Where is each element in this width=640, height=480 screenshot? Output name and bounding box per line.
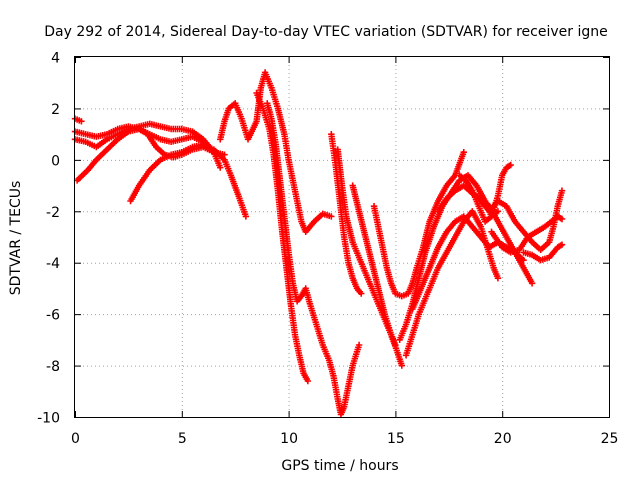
grid-lines	[75, 57, 609, 417]
y-axis-label: SDTVAR / TECUs	[8, 181, 24, 296]
data-series	[71, 69, 566, 418]
x-tick-labels: 0 5 10 15 20 25	[71, 431, 618, 447]
data-point	[558, 241, 566, 248]
y-tick-label: 0	[51, 153, 60, 169]
y-tick-label: 4	[51, 51, 60, 67]
series-sat-j	[334, 146, 406, 369]
data-point	[217, 164, 224, 171]
x-tick-label: 25	[601, 431, 619, 447]
y-tick-label: -10	[37, 411, 60, 427]
y-tick-label: -6	[46, 308, 60, 324]
data-point	[355, 341, 363, 349]
series-sat-d	[71, 115, 85, 125]
data-point	[460, 148, 467, 156]
x-tick-label: 10	[280, 431, 298, 447]
series-sat-c	[71, 123, 213, 153]
x-axis-label: GPS time / hours	[281, 458, 398, 474]
series-sat-k	[349, 182, 399, 349]
axis-ticks	[75, 57, 610, 418]
data-point	[398, 362, 406, 369]
plot-frame	[74, 56, 610, 418]
series-sat-l	[370, 148, 467, 300]
x-tick-label: 15	[387, 431, 405, 447]
y-tick-label: -4	[46, 256, 60, 272]
data-point	[328, 213, 335, 220]
data-point	[242, 213, 250, 220]
series-sat-s	[488, 213, 566, 256]
data-point	[558, 187, 566, 194]
x-tick-label: 0	[71, 431, 80, 447]
x-tick-label: 5	[178, 431, 187, 447]
data-point	[304, 377, 312, 385]
y-tick-label: -8	[46, 359, 60, 375]
chart-title: Day 292 of 2014, Sidereal Day-to-day VTE…	[44, 24, 607, 40]
data-point	[358, 290, 365, 297]
data-point	[528, 280, 536, 287]
data-point	[78, 118, 85, 125]
data-point	[507, 161, 514, 169]
series-sat-t	[520, 241, 566, 264]
y-tick-labels: -10 -8 -6 -4 -2 0 2 4	[37, 51, 60, 427]
y-tick-label: 2	[51, 102, 60, 118]
y-tick-label: -2	[46, 205, 60, 221]
series-sat-g	[253, 89, 312, 385]
data-point	[558, 215, 566, 223]
data-point	[494, 274, 502, 282]
series-sat-e	[127, 141, 250, 220]
data-point	[392, 341, 399, 349]
series-sat-h	[264, 100, 363, 418]
x-tick-label: 20	[494, 431, 512, 447]
